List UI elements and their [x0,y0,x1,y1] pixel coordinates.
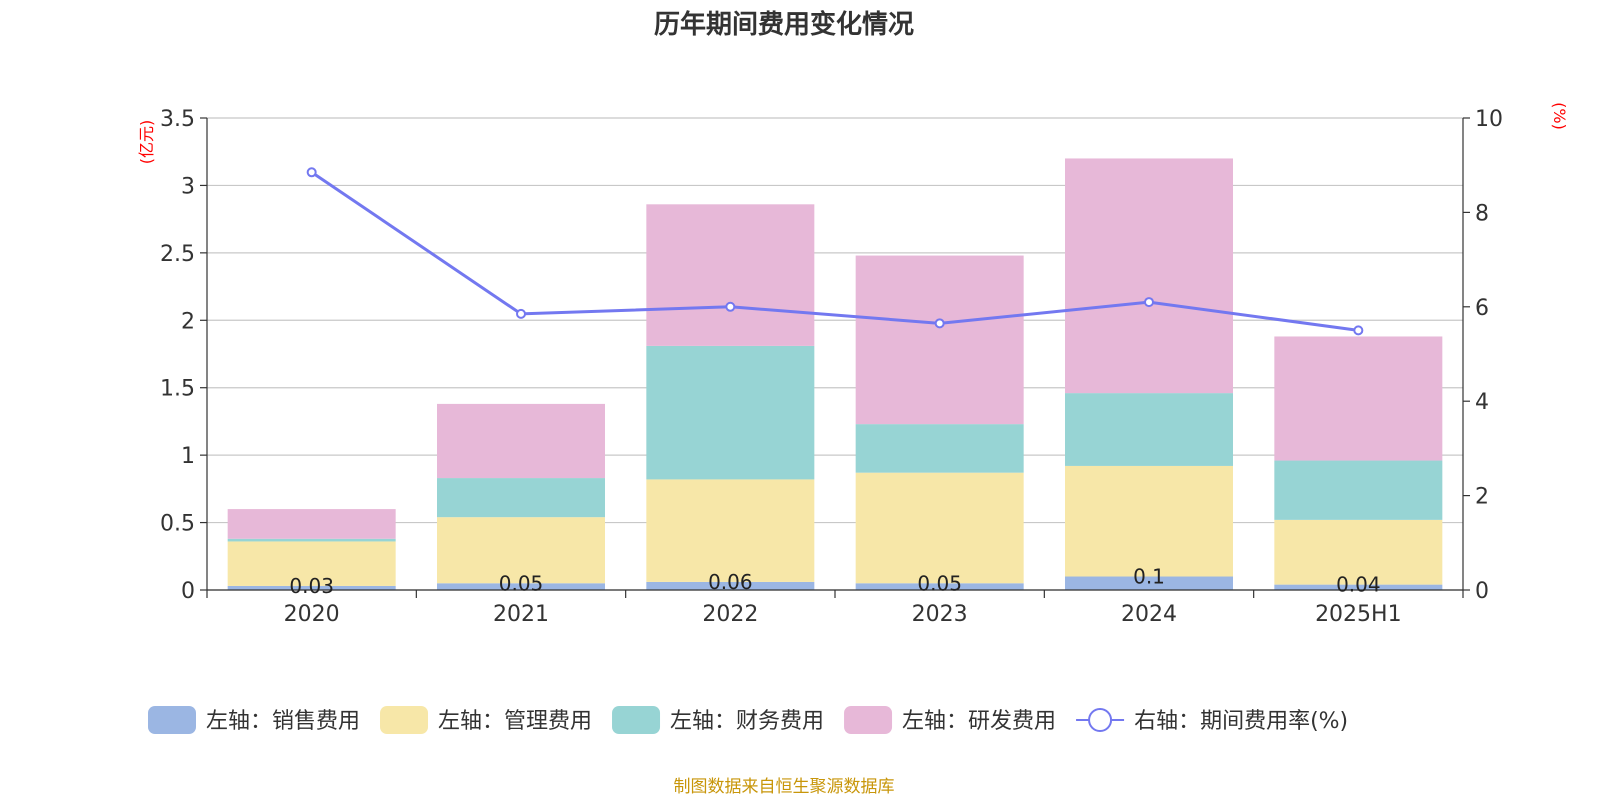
left-axis-tick-label: 0.5 [160,512,195,537]
bar-data-label: 0.05 [917,571,962,595]
legend-swatch [844,706,893,734]
legend-swatch [612,706,661,734]
right-axis-tick-label: 0 [1475,579,1489,604]
bar-data-label: 0.05 [499,571,544,595]
right-axis-tick-label: 4 [1475,390,1489,415]
bar-segment [1065,465,1233,577]
bar-segment [1274,519,1443,585]
bar-segment [227,585,396,590]
left-axis-tick-label: 0 [181,579,195,604]
bar-segment [855,583,1024,590]
right-axis-unit: (%) [1550,102,1569,130]
x-axis-tick-label: 2025H1 [1315,602,1402,627]
bar-segment [437,583,605,590]
left-axis-tick-label: 2 [181,309,195,334]
bar-segment [1274,460,1443,520]
axes: 0 0.5 1 1.5 2 2.5 3 3.5 0 2 4 6 8 10 2020 2021 2022 2023 2… [160,107,1503,627]
bar-segment [855,424,1024,473]
bar-segment [855,472,1024,584]
legend-swatch [148,706,196,734]
left-axis-tick-label: 1.5 [160,377,195,402]
bar-segment [646,479,815,582]
legend-label: 左轴：管理费用 [438,709,592,734]
x-axis-tick-label: 2020 [284,602,340,627]
bar-segment [1274,584,1443,590]
legend-item: 左轴：管理费用 [380,706,592,734]
left-axis-tick-label: 3 [181,174,195,199]
bar-segment [646,581,815,590]
rate-point [725,301,736,312]
data-labels: 0.03 0.05 0.06 0.05 0.1 0.04 [289,565,1380,598]
right-axis-tick-label: 8 [1475,201,1489,226]
legend-label: 左轴：研发费用 [902,709,1056,734]
bar-data-label: 0.04 [1336,573,1381,597]
legend-item: 左轴：财务费用 [612,706,824,734]
bar-segment [227,538,396,542]
legend-label: 左轴：销售费用 [206,709,360,734]
legend-item: 左轴：销售费用 [148,706,360,734]
bar-segment [646,204,815,346]
right-axis-tick-label: 6 [1475,296,1489,321]
bar-series [227,158,1443,590]
legend: 左轴：销售费用 左轴：管理费用 左轴：财务费用 左轴：研发费用 右轴：期间费用率(%) [148,706,1348,734]
legend-label: 右轴：期间费用率(%) [1134,709,1348,734]
bar-segment [1065,576,1233,590]
left-axis-unit: (亿元) [137,120,156,165]
x-axis-tick-label: 2022 [702,602,758,627]
bar-segment [227,509,396,539]
legend-label: 左轴：财务费用 [670,709,824,734]
chart-title: 历年期间费用变化情况 [654,9,914,40]
line-series [306,167,1364,336]
bar-segment [1274,336,1443,461]
right-axis-tick-label: 10 [1475,107,1503,132]
bar-data-label: 0.1 [1133,565,1165,589]
bar-segment [437,403,605,479]
gridlines [207,117,1463,591]
right-axis-tick-label: 2 [1475,485,1489,510]
x-axis-tick-label: 2021 [493,602,549,627]
left-axis-tick-label: 3.5 [160,107,195,132]
bar-data-label: 0.03 [289,574,334,598]
rate-point [1144,297,1154,308]
left-axis-tick-label: 1 [181,444,195,469]
x-axis-tick-label: 2024 [1121,602,1177,627]
bar-segment [437,478,605,518]
legend-item: 左轴：研发费用 [844,706,1056,734]
bar-segment [646,345,815,480]
bar-segment [227,541,396,586]
rate-point [306,167,317,178]
bar-segment [437,517,605,584]
source-note: 制图数据来自恒生聚源数据库 [674,777,895,797]
bar-segment [855,255,1024,425]
bar-segment [1065,393,1233,466]
rate-point [934,318,945,329]
rate-point [516,308,526,319]
rate-line [310,171,1359,332]
legend-marker-swatch [1088,708,1113,732]
bar-data-label: 0.06 [708,570,753,594]
left-axis-tick-label: 2.5 [160,242,195,267]
x-axis-tick-label: 2023 [912,602,968,627]
bar-segment [1065,158,1233,394]
legend-swatch [380,706,429,734]
legend-item: 右轴：期间费用率(%) [1076,708,1348,734]
rate-point [1353,325,1364,336]
